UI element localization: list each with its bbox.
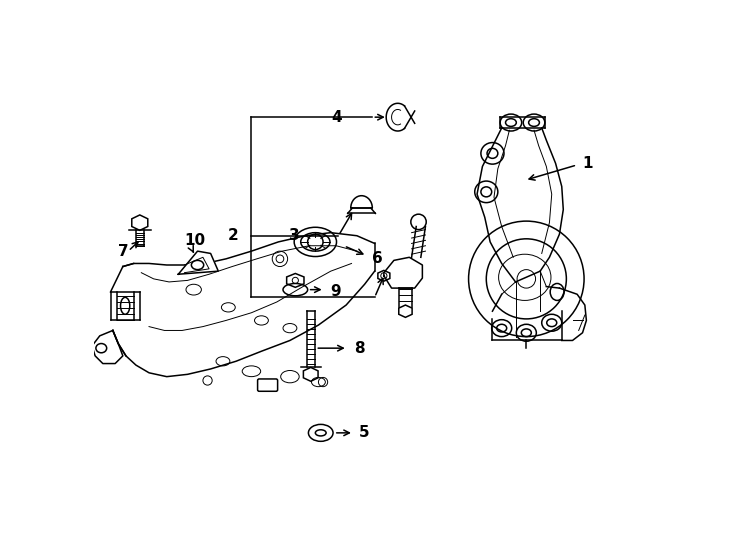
Polygon shape [178, 251, 218, 274]
Text: 1: 1 [583, 156, 593, 171]
Text: 7: 7 [118, 244, 129, 259]
Text: 4: 4 [331, 110, 341, 125]
Text: 5: 5 [359, 426, 370, 440]
Text: 10: 10 [184, 233, 206, 248]
Text: 2: 2 [228, 228, 239, 243]
Text: 6: 6 [372, 251, 383, 266]
Text: 3: 3 [289, 228, 300, 243]
Polygon shape [384, 257, 422, 288]
Text: 8: 8 [354, 341, 365, 356]
Text: 9: 9 [331, 285, 341, 300]
